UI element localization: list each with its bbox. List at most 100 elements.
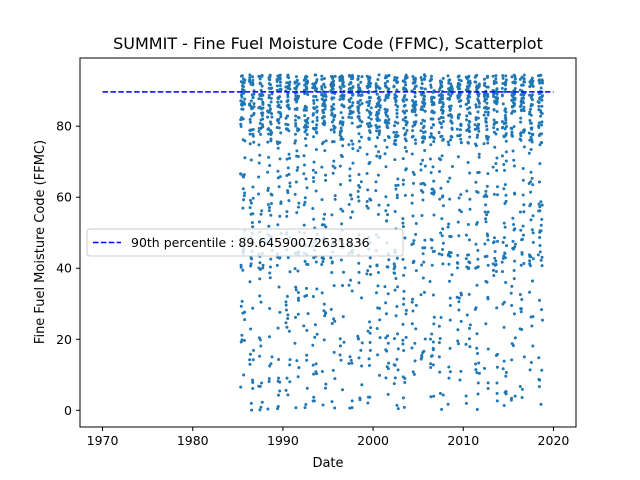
data-point: [304, 177, 308, 181]
data-point: [537, 79, 541, 83]
data-point: [252, 102, 256, 106]
data-point: [441, 119, 445, 123]
data-point: [333, 406, 337, 410]
data-point: [304, 81, 308, 85]
data-point: [504, 371, 508, 375]
data-point: [421, 351, 425, 355]
data-point: [288, 156, 292, 160]
data-point: [285, 376, 289, 380]
data-point: [285, 127, 289, 131]
data-point: [303, 114, 307, 118]
data-point: [348, 355, 352, 359]
data-point: [339, 258, 343, 262]
data-point: [348, 406, 352, 410]
data-point: [332, 317, 336, 321]
data-point: [540, 318, 544, 322]
data-point: [377, 125, 381, 129]
data-point: [482, 142, 486, 146]
data-point: [394, 314, 398, 318]
data-point: [495, 168, 499, 172]
data-point: [501, 82, 505, 86]
data-point: [521, 237, 524, 241]
data-point: [279, 100, 283, 104]
data-point: [270, 92, 274, 96]
data-point: [523, 80, 527, 84]
data-point: [330, 260, 334, 264]
data-point: [450, 165, 454, 168]
data-point: [450, 127, 454, 131]
data-point: [513, 77, 517, 81]
data-point: [320, 165, 324, 169]
data-point: [448, 107, 452, 111]
data-point: [285, 157, 289, 161]
data-point: [377, 118, 381, 122]
data-point: [365, 204, 369, 208]
data-point: [441, 241, 445, 245]
data-point: [385, 219, 389, 223]
data-point: [394, 187, 398, 191]
data-point: [239, 74, 243, 78]
data-point: [356, 334, 360, 338]
data-point: [447, 262, 451, 266]
data-point: [511, 246, 515, 250]
data-point: [377, 95, 381, 99]
data-point: [510, 134, 514, 138]
data-point: [305, 294, 309, 298]
data-point: [522, 105, 526, 109]
data-point: [474, 306, 478, 310]
data-point: [374, 144, 378, 148]
data-point: [266, 186, 270, 190]
data-point: [374, 113, 378, 117]
data-point: [495, 121, 499, 125]
data-point: [261, 263, 265, 267]
data-point: [341, 388, 345, 392]
data-point: [297, 82, 301, 86]
data-point: [366, 188, 370, 192]
data-point: [383, 138, 387, 142]
data-point: [538, 97, 542, 101]
data-point: [459, 210, 463, 214]
data-point: [386, 96, 390, 100]
data-point: [459, 104, 463, 108]
data-point: [268, 108, 272, 112]
data-point: [268, 163, 272, 167]
data-point: [340, 78, 344, 82]
data-point: [474, 103, 478, 107]
data-point: [322, 302, 326, 306]
data-point: [437, 324, 441, 328]
data-point: [377, 108, 381, 112]
data-point: [374, 189, 378, 193]
data-point: [459, 291, 463, 295]
data-point: [404, 109, 408, 113]
data-point: [413, 138, 417, 142]
data-point: [404, 83, 408, 87]
data-point: [531, 279, 535, 283]
data-point: [321, 260, 325, 264]
data-point: [269, 192, 273, 196]
data-point: [349, 193, 353, 197]
data-point: [439, 116, 443, 120]
data-point: [401, 225, 405, 229]
data-point: [278, 157, 282, 161]
data-point: [519, 134, 523, 138]
data-point: [279, 106, 283, 110]
data-point: [394, 100, 398, 104]
data-point: [402, 273, 406, 277]
data-point: [527, 151, 531, 155]
data-point: [500, 154, 504, 158]
data-point: [413, 359, 417, 363]
data-point: [314, 189, 318, 193]
data-point: [420, 93, 424, 97]
data-point: [385, 365, 389, 369]
data-point: [277, 285, 281, 289]
data-point: [510, 304, 514, 308]
data-point: [323, 212, 327, 216]
data-point: [457, 196, 461, 200]
data-point: [395, 115, 399, 119]
data-point: [403, 94, 407, 98]
data-point: [530, 176, 534, 180]
data-point: [338, 75, 342, 79]
data-point: [510, 358, 514, 362]
data-point: [431, 123, 435, 127]
data-point: [484, 217, 488, 221]
